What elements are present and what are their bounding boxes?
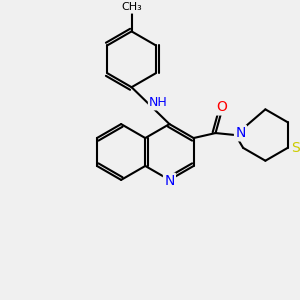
Text: O: O — [216, 100, 227, 114]
Text: N: N — [164, 174, 175, 188]
Text: NH: NH — [149, 96, 168, 109]
Text: N: N — [235, 126, 246, 140]
Text: CH₃: CH₃ — [121, 2, 142, 13]
Text: S: S — [291, 141, 300, 155]
